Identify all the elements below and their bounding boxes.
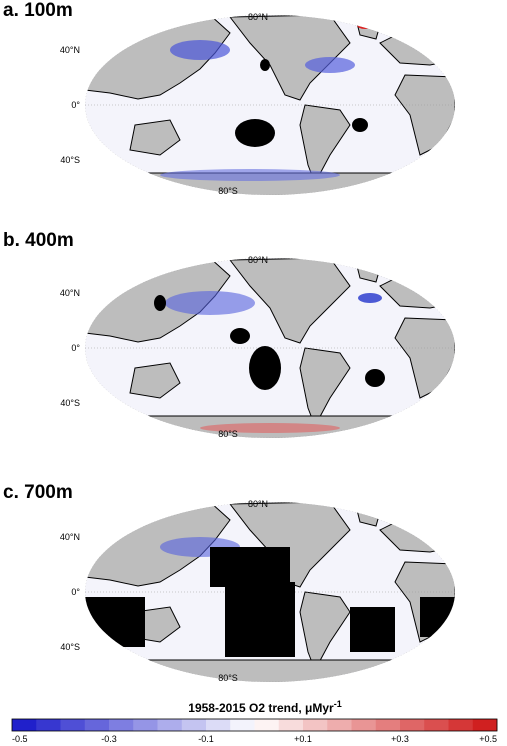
colorbar-step <box>36 719 61 731</box>
colorbar-step <box>351 719 377 731</box>
colorbar-step <box>400 719 425 731</box>
lat-label: 40°N <box>60 288 80 298</box>
colorbar-step <box>206 719 231 731</box>
colorbar-step <box>133 719 158 731</box>
colorbar-step <box>375 719 401 731</box>
colorbar-tick-label: -0.3 <box>101 734 117 744</box>
lat-label: 80°S <box>218 673 238 683</box>
colorbar-step <box>327 719 352 731</box>
lat-label: 80°N <box>248 499 268 509</box>
colorbar-step <box>278 719 304 731</box>
colorbar-step <box>60 719 86 731</box>
colorbar-step <box>472 719 498 731</box>
lat-label: 0° <box>71 343 80 353</box>
colorbar-step <box>12 719 37 731</box>
colorbar-step <box>448 719 474 731</box>
panel-label: c. 700m <box>3 482 73 503</box>
colorbar-step <box>424 719 449 731</box>
lat-label: 0° <box>71 100 80 110</box>
colorbar-step <box>109 719 134 731</box>
colorbar-step <box>157 719 183 731</box>
lat-label: 40°N <box>60 532 80 542</box>
colorbar-step <box>254 719 280 731</box>
lat-label: 40°S <box>60 398 80 408</box>
lat-label: 40°S <box>60 155 80 165</box>
colorbar-step <box>181 719 207 731</box>
colorbar-step <box>84 719 110 731</box>
colorbar-frame <box>11 718 498 732</box>
lat-label: 40°S <box>60 642 80 652</box>
colorbar-step <box>230 719 255 731</box>
lat-label: 80°S <box>218 429 238 439</box>
lat-label: 80°S <box>218 186 238 196</box>
lat-label: 40°N <box>60 45 80 55</box>
panel-label: b. 400m <box>3 230 74 251</box>
map <box>85 502 455 687</box>
colorbar-tick-label: +0.5 <box>479 734 497 744</box>
colorbar-title: 1958-2015 O2 trend, μMyr-1 <box>188 699 341 715</box>
lat-label: 0° <box>71 587 80 597</box>
colorbar-tick-label: -0.5 <box>12 734 28 744</box>
colorbar-tick-label: +0.1 <box>294 734 312 744</box>
map <box>85 258 455 443</box>
panel-label: a. 100m <box>3 0 73 21</box>
lat-label: 80°N <box>248 255 268 265</box>
map <box>85 15 455 200</box>
colorbar-tick-label: +0.3 <box>391 734 409 744</box>
colorbar-step <box>303 719 328 731</box>
colorbar-tick-label: -0.1 <box>198 734 214 744</box>
lat-label: 80°N <box>248 12 268 22</box>
